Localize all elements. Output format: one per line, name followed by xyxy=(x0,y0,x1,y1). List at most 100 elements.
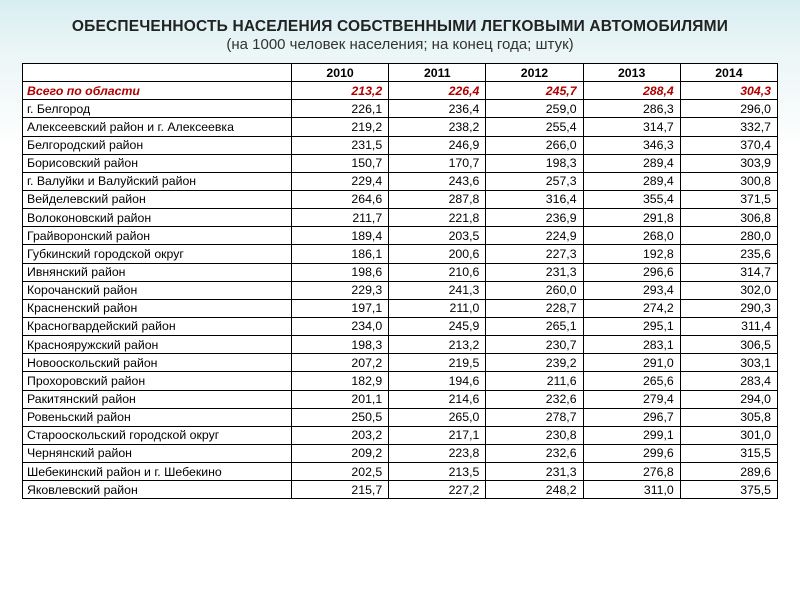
row-label: Алексеевский район и г. Алексеевка xyxy=(23,118,292,136)
row-label: Шебекинский район и г. Шебекино xyxy=(23,463,292,481)
table-row: Красногвардейский район234,0245,9265,129… xyxy=(23,317,778,335)
table-row: Новооскольский район207,2219,5239,2291,0… xyxy=(23,354,778,372)
table-row: Всего по области213,2226,4245,7288,4304,… xyxy=(23,82,778,100)
cell-value: 203,5 xyxy=(389,227,486,245)
cell-value: 259,0 xyxy=(486,100,583,118)
cell-value: 236,9 xyxy=(486,209,583,227)
cell-value: 283,4 xyxy=(680,372,777,390)
cell-value: 219,2 xyxy=(292,118,389,136)
cell-value: 314,7 xyxy=(680,263,777,281)
cell-value: 280,0 xyxy=(680,227,777,245)
cell-value: 246,9 xyxy=(389,136,486,154)
table-header-row: 2010 2011 2012 2013 2014 xyxy=(23,64,778,82)
cell-value: 305,8 xyxy=(680,408,777,426)
header-col-0: 2010 xyxy=(292,64,389,82)
cell-value: 221,8 xyxy=(389,209,486,227)
table-row: Прохоровский район182,9194,6211,6265,628… xyxy=(23,372,778,390)
cell-value: 207,2 xyxy=(292,354,389,372)
cell-value: 311,4 xyxy=(680,317,777,335)
cell-value: 229,4 xyxy=(292,172,389,190)
cell-value: 223,8 xyxy=(389,444,486,462)
cell-value: 219,5 xyxy=(389,354,486,372)
page-title: ОБЕСПЕЧЕННОСТЬ НАСЕЛЕНИЯ СОБСТВЕННЫМИ ЛЕ… xyxy=(22,18,778,36)
cell-value: 230,7 xyxy=(486,336,583,354)
cell-value: 229,3 xyxy=(292,281,389,299)
cell-value: 294,0 xyxy=(680,390,777,408)
row-label: Ровеньский район xyxy=(23,408,292,426)
table-row: Старооскольский городской округ203,2217,… xyxy=(23,426,778,444)
cell-value: 197,1 xyxy=(292,299,389,317)
row-label: Белгородский район xyxy=(23,136,292,154)
cell-value: 289,4 xyxy=(583,154,680,172)
table-row: Вейделевский район264,6287,8316,4355,437… xyxy=(23,190,778,208)
header-col-1: 2011 xyxy=(389,64,486,82)
cell-value: 288,4 xyxy=(583,82,680,100)
cell-value: 243,6 xyxy=(389,172,486,190)
cell-value: 296,7 xyxy=(583,408,680,426)
row-label: Краснояружский район xyxy=(23,336,292,354)
cell-value: 239,2 xyxy=(486,354,583,372)
row-label: Красногвардейский район xyxy=(23,317,292,335)
cell-value: 198,3 xyxy=(292,336,389,354)
table-row: Ивнянский район198,6210,6231,3296,6314,7 xyxy=(23,263,778,281)
cell-value: 301,0 xyxy=(680,426,777,444)
cell-value: 200,6 xyxy=(389,245,486,263)
cell-value: 170,7 xyxy=(389,154,486,172)
table-row: Алексеевский район и г. Алексеевка219,22… xyxy=(23,118,778,136)
cell-value: 213,2 xyxy=(389,336,486,354)
cell-value: 375,5 xyxy=(680,481,777,499)
row-label: Ивнянский район xyxy=(23,263,292,281)
cell-value: 211,0 xyxy=(389,299,486,317)
row-label: Вейделевский район xyxy=(23,190,292,208)
header-col-3: 2013 xyxy=(583,64,680,82)
cell-value: 289,4 xyxy=(583,172,680,190)
cell-value: 296,6 xyxy=(583,263,680,281)
cell-value: 198,3 xyxy=(486,154,583,172)
table-row: Волоконовский район211,7221,8236,9291,83… xyxy=(23,209,778,227)
table-row: Белгородский район231,5246,9266,0346,337… xyxy=(23,136,778,154)
header-col-4: 2014 xyxy=(680,64,777,82)
table-row: Ровеньский район250,5265,0278,7296,7305,… xyxy=(23,408,778,426)
cell-value: 276,8 xyxy=(583,463,680,481)
cell-value: 303,1 xyxy=(680,354,777,372)
cell-value: 227,2 xyxy=(389,481,486,499)
cell-value: 226,4 xyxy=(389,82,486,100)
row-label: г. Валуйки и Валуйский район xyxy=(23,172,292,190)
cell-value: 213,2 xyxy=(292,82,389,100)
cell-value: 257,3 xyxy=(486,172,583,190)
cell-value: 192,8 xyxy=(583,245,680,263)
cell-value: 245,9 xyxy=(389,317,486,335)
cell-value: 150,7 xyxy=(292,154,389,172)
table-row: Красненский район197,1211,0228,7274,2290… xyxy=(23,299,778,317)
cell-value: 355,4 xyxy=(583,190,680,208)
cell-value: 211,7 xyxy=(292,209,389,227)
cell-value: 245,7 xyxy=(486,82,583,100)
cell-value: 332,7 xyxy=(680,118,777,136)
header-blank xyxy=(23,64,292,82)
data-table: 2010 2011 2012 2013 2014 Всего по област… xyxy=(22,63,778,499)
table-row: Борисовский район150,7170,7198,3289,4303… xyxy=(23,154,778,172)
table-row: Губкинский городской округ186,1200,6227,… xyxy=(23,245,778,263)
header-col-2: 2012 xyxy=(486,64,583,82)
cell-value: 293,4 xyxy=(583,281,680,299)
cell-value: 209,2 xyxy=(292,444,389,462)
cell-value: 238,2 xyxy=(389,118,486,136)
cell-value: 231,5 xyxy=(292,136,389,154)
cell-value: 264,6 xyxy=(292,190,389,208)
cell-value: 210,6 xyxy=(389,263,486,281)
cell-value: 235,6 xyxy=(680,245,777,263)
cell-value: 279,4 xyxy=(583,390,680,408)
cell-value: 314,7 xyxy=(583,118,680,136)
row-label: Волоконовский район xyxy=(23,209,292,227)
table-row: г. Белгород226,1236,4259,0286,3296,0 xyxy=(23,100,778,118)
cell-value: 228,7 xyxy=(486,299,583,317)
cell-value: 248,2 xyxy=(486,481,583,499)
cell-value: 306,8 xyxy=(680,209,777,227)
cell-value: 265,6 xyxy=(583,372,680,390)
cell-value: 203,2 xyxy=(292,426,389,444)
cell-value: 189,4 xyxy=(292,227,389,245)
cell-value: 265,1 xyxy=(486,317,583,335)
cell-value: 186,1 xyxy=(292,245,389,263)
cell-value: 290,3 xyxy=(680,299,777,317)
row-label: Ракитянский район xyxy=(23,390,292,408)
